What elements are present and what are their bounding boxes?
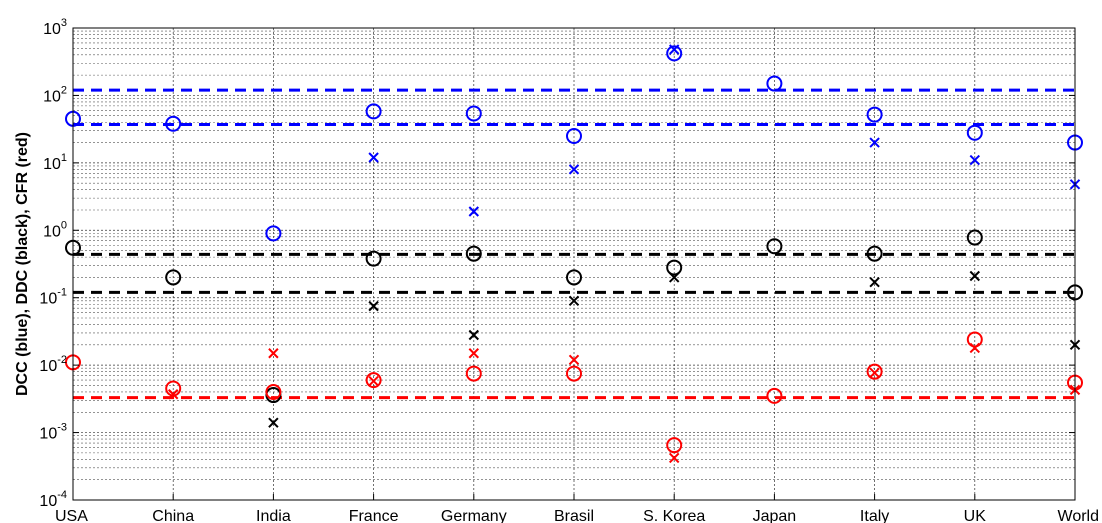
y-tick-label: 103: [43, 17, 67, 38]
data-point-blue-x: [568, 164, 580, 175]
data-point-blue-circle: [966, 124, 983, 141]
data-point-blue-x: [668, 44, 680, 55]
data-point-red-circle: [566, 365, 582, 382]
data-point-black-circle: [666, 259, 683, 276]
y-axis-label: DCC (blue), DDC (black), CFR (red): [14, 132, 31, 396]
x-tick-label: S. Korea: [643, 508, 705, 523]
x-tick-label: France: [349, 508, 399, 523]
data-point-red-circle: [666, 437, 683, 454]
data-point-black-circle: [966, 229, 983, 246]
y-tick-label: 10-3: [39, 422, 67, 443]
data-point-black-circle: [866, 245, 883, 262]
data-point-black-circle: [566, 269, 582, 286]
x-tick-label: China: [152, 508, 194, 523]
data-point-black-x: [668, 272, 680, 283]
x-tick-label: USA: [55, 508, 88, 523]
data-point-red-x: [668, 452, 680, 464]
data-point-blue-circle: [465, 105, 482, 122]
data-point-black-x: [969, 270, 981, 282]
data-point-black-circle: [165, 269, 182, 286]
x-tick-label: Japan: [753, 508, 797, 523]
x-tick-label: Italy: [860, 508, 889, 523]
y-tick-label: 101: [43, 152, 67, 173]
data-point-black-x: [368, 300, 379, 312]
reference-lines: [73, 88, 1075, 400]
data-point-red-circle: [265, 383, 282, 400]
x-tick-label: India: [256, 508, 291, 523]
data-point-blue-circle: [365, 103, 382, 120]
y-axis-ticks: 10-4 10-3 10-2 10-1 100 101 102 103: [39, 17, 1075, 510]
data-point-red-x: [468, 348, 480, 359]
data-point-black-x: [468, 329, 480, 341]
data-point-red-x: [869, 367, 880, 379]
data-point-red-circle: [966, 331, 983, 348]
data-point-red-circle: [866, 363, 883, 380]
data-point-blue-circle: [666, 45, 683, 62]
y-tick-label: 10-4: [39, 489, 67, 510]
x-tick-label: Brasil: [554, 508, 594, 523]
x-tick-label: World: [1058, 508, 1100, 523]
data-point-black-x: [568, 295, 580, 307]
data-point-red-x: [268, 348, 279, 359]
data-point-blue-circle: [265, 225, 282, 242]
data-point-red-x: [368, 375, 379, 387]
data-markers: [65, 44, 1083, 464]
y-tick-label: 102: [43, 84, 67, 105]
data-point-red-circle: [766, 387, 783, 404]
data-point-black-x: [869, 276, 880, 288]
data-point-black-circle: [365, 250, 382, 267]
data-point-blue-x: [969, 154, 981, 166]
y-tick-label: 10-2: [39, 354, 67, 375]
data-point-red-x: [568, 354, 580, 366]
data-point-black-x: [268, 417, 279, 428]
data-point-red-circle: [365, 372, 382, 389]
data-point-black-circle: [766, 238, 783, 255]
data-point-red-circle: [465, 365, 482, 382]
data-point-blue-x: [368, 152, 379, 163]
x-tick-label: Germany: [441, 508, 507, 523]
data-point-blue-circle: [866, 106, 883, 123]
y-tick-label: 100: [43, 219, 67, 240]
y-tick-label: 10-1: [39, 287, 67, 308]
data-point-blue-x: [869, 137, 880, 148]
data-point-blue-circle: [165, 115, 182, 132]
x-tick-label: UK: [964, 508, 987, 523]
data-point-red-x: [969, 342, 981, 354]
data-point-blue-circle: [766, 75, 783, 92]
data-point-black-circle: [465, 245, 482, 262]
data-point-blue-circle: [566, 128, 582, 145]
data-point-red-x: [167, 389, 179, 400]
data-point-blue-x: [468, 206, 480, 217]
x-axis-ticks: USA China India France Germany Brasil S. Korea…: [55, 494, 1099, 523]
